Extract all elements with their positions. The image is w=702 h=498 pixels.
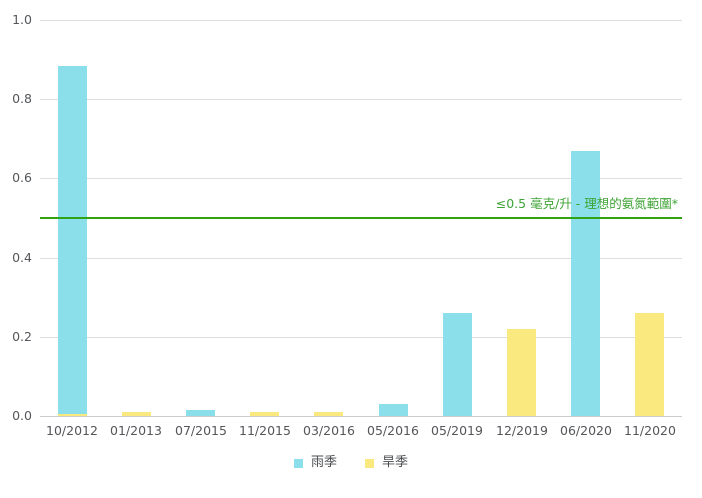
bar-series-0-05-2019[interactable] (443, 313, 472, 416)
bar-series-0-06-2020[interactable] (571, 151, 600, 416)
bar-series-0-07-2015[interactable] (186, 410, 215, 416)
bar-series-0-05-2016[interactable] (379, 404, 408, 416)
y-axis-tick-label: 0.6 (12, 170, 32, 185)
bar-series-1-11-2020[interactable] (635, 313, 664, 416)
gridline-y-1.0 (40, 20, 682, 21)
y-axis-tick-label: 1.0 (12, 12, 32, 27)
y-axis-tick-label: 0.8 (12, 91, 32, 106)
x-axis-tick-label: 07/2015 (175, 423, 227, 438)
reference-line-0-5 (40, 217, 682, 219)
bar-series-1-12-2019[interactable] (507, 329, 536, 416)
reference-line-annotation: ≤0.5 毫克/升 - 理想的氨氮範圍* (495, 196, 678, 211)
x-axis-tick-label: 06/2020 (560, 423, 612, 438)
y-axis-tick-label: 0.2 (12, 329, 32, 344)
x-axis-tick-label: 05/2019 (431, 423, 483, 438)
legend-item-dry-season[interactable]: 旱季 (365, 455, 408, 471)
gridline-y-0.2 (40, 337, 682, 338)
legend-label-rainy-season: 雨季 (310, 455, 337, 470)
rainy-season-swatch-icon (293, 458, 303, 468)
x-axis-tick-label: 11/2015 (239, 423, 291, 438)
bar-series-1-10-2012[interactable] (58, 414, 87, 416)
x-axis-tick-label: 11/2020 (624, 423, 676, 438)
dry-season-swatch-icon (365, 458, 374, 468)
bar-series-1-03-2016[interactable] (314, 412, 343, 416)
legend-item-rainy-season[interactable]: 雨季 (293, 455, 337, 471)
x-axis-tick-label: 03/2016 (303, 423, 355, 438)
x-axis-tick-label: 12/2019 (496, 423, 548, 438)
bar-series-1-01-2013[interactable] (122, 412, 151, 416)
x-axis-tick-label: 10/2012 (46, 423, 98, 438)
gridline-y-0.8 (40, 99, 682, 100)
legend-label-dry-season: 旱季 (382, 455, 409, 470)
gridline-y-0.4 (40, 258, 682, 259)
x-axis-tick-label: 05/2016 (367, 423, 419, 438)
gridline-y-0.6 (40, 178, 682, 179)
gridline-y-0.0 (40, 416, 682, 417)
y-axis-tick-label: 0.0 (12, 408, 32, 423)
bar-series-0-10-2012[interactable] (58, 66, 87, 416)
legend: 雨季 旱季 (0, 455, 702, 471)
bar-series-1-11-2015[interactable] (250, 412, 279, 416)
x-axis-tick-label: 01/2013 (110, 423, 162, 438)
y-axis-tick-label: 0.4 (12, 250, 32, 265)
